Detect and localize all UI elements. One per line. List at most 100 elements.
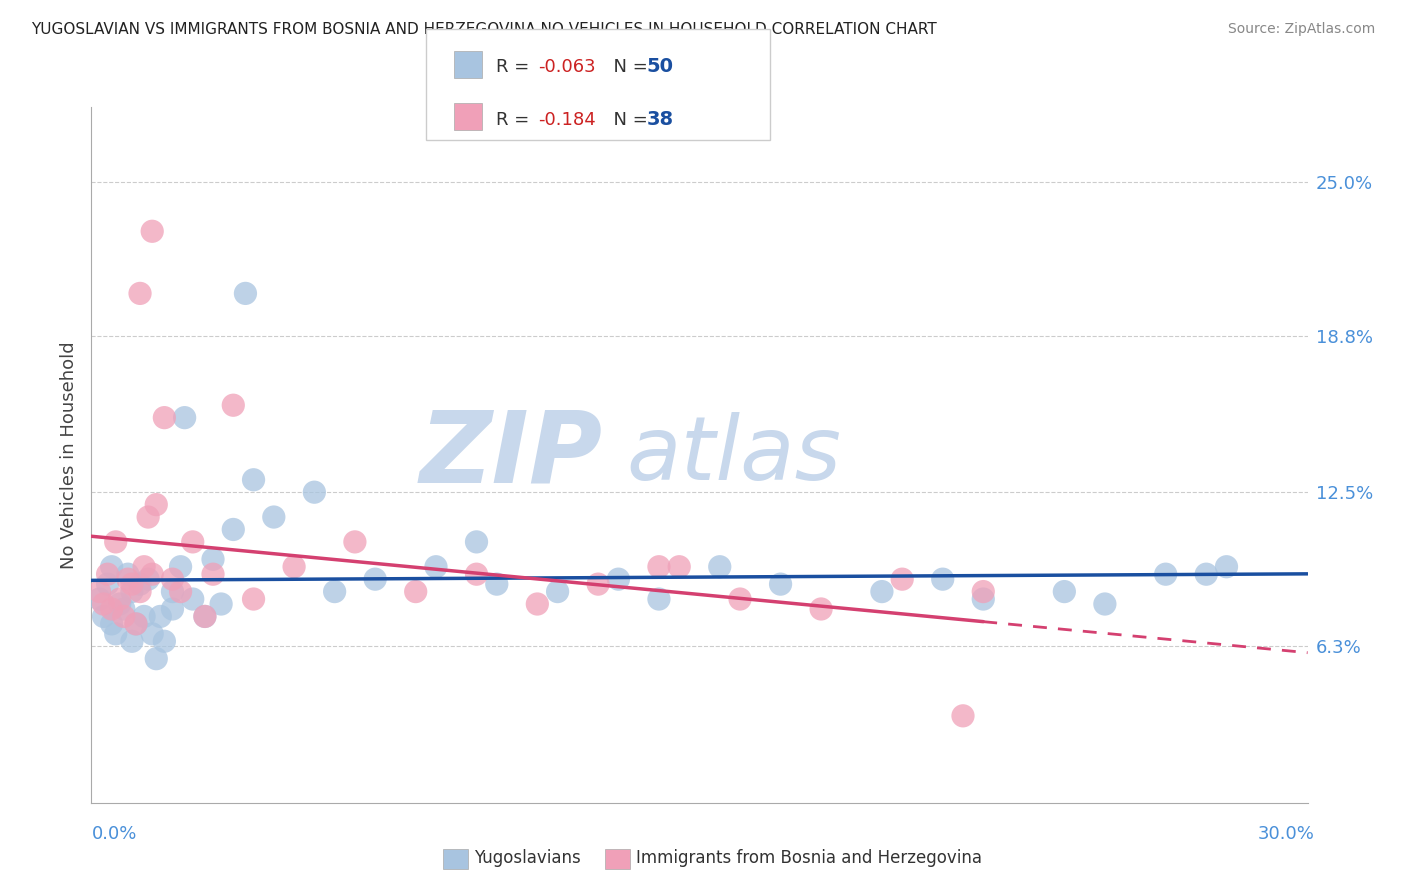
Text: R =: R =	[496, 58, 536, 76]
Point	[194, 609, 217, 624]
Point	[89, 584, 111, 599]
Text: Source: ZipAtlas.com: Source: ZipAtlas.com	[1227, 22, 1375, 37]
Point	[104, 627, 127, 641]
Text: ZIP: ZIP	[419, 407, 602, 503]
Point	[93, 609, 115, 624]
Point	[132, 609, 155, 624]
Point	[149, 609, 172, 624]
Point	[141, 224, 163, 238]
Point	[162, 602, 184, 616]
Point	[323, 584, 346, 599]
Point	[129, 286, 152, 301]
Point	[132, 559, 155, 574]
Y-axis label: No Vehicles in Household: No Vehicles in Household	[59, 341, 77, 569]
Point	[97, 567, 120, 582]
Text: -0.184: -0.184	[538, 111, 596, 128]
Point	[709, 559, 731, 574]
Point	[162, 572, 184, 586]
Text: Yugoslavians: Yugoslavians	[474, 849, 581, 867]
Point	[465, 567, 488, 582]
Point	[104, 534, 127, 549]
Point	[222, 523, 245, 537]
Point	[209, 597, 232, 611]
Point	[870, 584, 893, 599]
Point	[648, 559, 671, 574]
Point	[1154, 567, 1177, 582]
Point	[97, 577, 120, 591]
Text: 50: 50	[647, 57, 673, 77]
Point	[93, 597, 115, 611]
Point	[162, 584, 184, 599]
Point	[121, 634, 143, 648]
Point	[136, 510, 159, 524]
Point	[668, 559, 690, 574]
Point	[586, 577, 609, 591]
Point	[141, 567, 163, 582]
Text: 38: 38	[647, 110, 673, 129]
Point	[141, 627, 163, 641]
Point	[202, 567, 225, 582]
Point	[405, 584, 427, 599]
Point	[547, 584, 569, 599]
Point	[173, 410, 195, 425]
Point	[194, 609, 217, 624]
Point	[117, 572, 139, 586]
Point	[425, 559, 447, 574]
Point	[153, 634, 176, 648]
Point	[1053, 584, 1076, 599]
Point	[242, 592, 264, 607]
Point	[343, 534, 366, 549]
Point	[169, 559, 191, 574]
Point	[125, 616, 148, 631]
Point	[100, 602, 122, 616]
Point	[136, 572, 159, 586]
Point	[485, 577, 508, 591]
Point	[263, 510, 285, 524]
Point	[364, 572, 387, 586]
Text: N =: N =	[602, 111, 654, 128]
Point	[607, 572, 630, 586]
Point	[235, 286, 257, 301]
Text: 30.0%: 30.0%	[1258, 825, 1315, 843]
Text: 0.0%: 0.0%	[91, 825, 136, 843]
Point	[112, 609, 135, 624]
Point	[769, 577, 792, 591]
Point	[202, 552, 225, 566]
Point	[117, 567, 139, 582]
Point	[810, 602, 832, 616]
Text: -0.063: -0.063	[538, 58, 596, 76]
Point	[129, 584, 152, 599]
Point	[1195, 567, 1218, 582]
Point	[972, 592, 994, 607]
Text: R =: R =	[496, 111, 536, 128]
Point	[972, 584, 994, 599]
Point	[145, 498, 167, 512]
Point	[121, 577, 143, 591]
Point	[1094, 597, 1116, 611]
Point	[121, 584, 143, 599]
Point	[222, 398, 245, 412]
Point	[181, 534, 204, 549]
Point	[465, 534, 488, 549]
Point	[145, 651, 167, 665]
Text: atlas: atlas	[627, 412, 841, 498]
Point	[181, 592, 204, 607]
Point	[129, 577, 152, 591]
Point	[526, 597, 548, 611]
Point	[125, 616, 148, 631]
Point	[891, 572, 914, 586]
Point	[100, 559, 122, 574]
Point	[100, 616, 122, 631]
Point	[112, 602, 135, 616]
Point	[153, 410, 176, 425]
Point	[304, 485, 326, 500]
Point	[242, 473, 264, 487]
Point	[1215, 559, 1237, 574]
Text: YUGOSLAVIAN VS IMMIGRANTS FROM BOSNIA AND HERZEGOVINA NO VEHICLES IN HOUSEHOLD C: YUGOSLAVIAN VS IMMIGRANTS FROM BOSNIA AN…	[31, 22, 936, 37]
Point	[89, 592, 111, 607]
Point	[952, 708, 974, 723]
Point	[648, 592, 671, 607]
Point	[931, 572, 953, 586]
Point	[169, 584, 191, 599]
Point	[728, 592, 751, 607]
